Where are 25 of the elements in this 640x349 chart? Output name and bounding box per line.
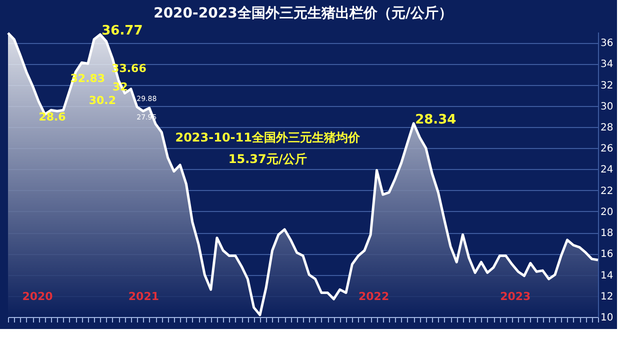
annotation: 2023	[500, 290, 531, 304]
annotation: 28.6	[38, 110, 66, 124]
y-tick-label: 24	[600, 164, 614, 176]
annotation: 2023-10-11全国外三元生猪均价	[175, 130, 361, 144]
y-tick-label: 14	[600, 270, 614, 282]
y-tick-label: 26	[600, 144, 614, 155]
data-label: 36.77	[102, 23, 143, 38]
y-tick-label: 10	[600, 312, 614, 324]
y-tick-label: 16	[600, 249, 614, 260]
y-tick-label: 28	[600, 122, 614, 134]
y-tick-label: 36	[600, 38, 614, 50]
y-tick-label: 12	[600, 291, 614, 302]
y-tick-label: 22	[600, 186, 614, 197]
y-tick-label: 32	[600, 80, 614, 92]
y-tick-label: 18	[600, 228, 614, 240]
annotation: 15.37元/公斤	[228, 152, 307, 166]
annotation: 2021	[128, 290, 160, 304]
data-label: 28.34	[415, 112, 456, 128]
y-tick-label: 30	[600, 101, 614, 112]
y-tick-label: 34	[600, 59, 614, 70]
chart-title: 2020-2023全国外三元生猪出栏价（元/公斤）	[154, 4, 452, 22]
annotation: 2020	[22, 290, 54, 304]
annotation: 2022	[358, 290, 390, 304]
annotation: 30.2	[88, 94, 116, 107]
y-tick-label: 20	[600, 206, 614, 218]
